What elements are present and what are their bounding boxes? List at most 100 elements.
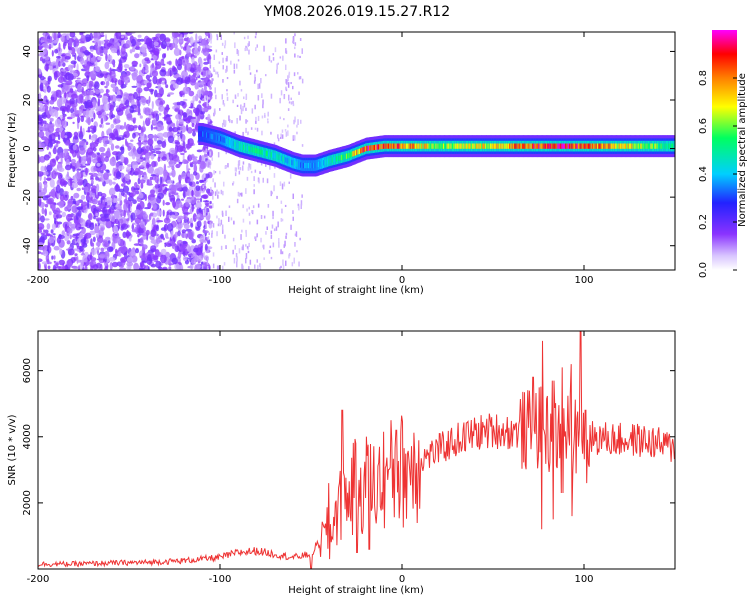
ridge-cell (520, 143, 523, 149)
faint-noise-cell (273, 185, 275, 192)
faint-noise-cell (210, 186, 212, 193)
noise-cell (83, 90, 88, 97)
faint-noise-cell (234, 94, 237, 99)
ridge-cell (433, 143, 437, 149)
noise-cell (115, 248, 118, 253)
faint-noise-cell (253, 184, 255, 187)
faint-noise-cell (222, 265, 224, 270)
faint-noise-cell (280, 90, 283, 96)
noise-cell (55, 90, 62, 93)
noise-cell (129, 66, 135, 71)
noise-cell (69, 234, 72, 240)
ridge-cell (673, 143, 675, 149)
faint-noise-cell (281, 183, 284, 190)
noise-cell (190, 78, 196, 86)
noise-cell (171, 42, 176, 49)
noise-cell (160, 233, 164, 239)
ridge-cell (547, 143, 550, 149)
noise-cell (192, 157, 198, 166)
noise-cell (52, 147, 57, 155)
faint-noise-cell (256, 219, 259, 225)
ridge-cell (385, 143, 388, 149)
ridge-cell (430, 143, 433, 149)
noise-cell (40, 52, 46, 56)
noise-cell (105, 122, 111, 125)
noise-cell (54, 49, 59, 54)
faint-noise-cell (252, 205, 255, 209)
noise-cell (174, 141, 181, 145)
noise-cell (70, 149, 75, 154)
faint-noise-cell (279, 266, 281, 270)
noise-cell (66, 240, 71, 245)
noise-cell (191, 203, 194, 212)
noise-cell (143, 140, 150, 143)
noise-cell (89, 230, 96, 235)
noise-cell (183, 218, 188, 223)
ridge-cell (531, 143, 535, 149)
noise-cell (72, 233, 80, 237)
noise-cell (39, 82, 44, 91)
noise-cell (82, 108, 87, 112)
noise-cell (153, 110, 159, 114)
noise-cell (127, 32, 131, 36)
noise-cell (105, 236, 111, 240)
faint-noise-cell (212, 78, 214, 81)
x-tick-label: 0 (399, 275, 405, 286)
faint-noise-cell (220, 189, 223, 195)
noise-cell (166, 45, 169, 51)
ridge-cell (352, 151, 355, 157)
faint-noise-cell (256, 127, 259, 132)
noise-cell (62, 148, 69, 153)
noise-cell (150, 174, 157, 177)
faint-noise-cell (254, 236, 256, 240)
faint-noise-cell (285, 131, 288, 137)
noise-cell (58, 234, 62, 237)
faint-noise-cell (248, 41, 250, 46)
ridge-cell (267, 151, 270, 157)
noise-cell (163, 169, 168, 177)
noise-cell (125, 99, 130, 107)
noise-cell (195, 93, 199, 102)
ridge-cell (507, 143, 510, 149)
noise-cell (183, 46, 187, 51)
noise-cell (85, 114, 90, 119)
noise-cell (123, 157, 129, 166)
ridge-cell (512, 143, 515, 149)
noise-cell (105, 80, 110, 87)
noise-cell (85, 141, 89, 145)
noise-cell (42, 120, 47, 124)
noise-cell (134, 209, 141, 216)
ridge-cell (296, 161, 299, 167)
ridge-cell (345, 153, 349, 159)
faint-noise-cell (243, 96, 245, 100)
ridge-cell (623, 143, 626, 149)
ridge-cell (394, 143, 397, 149)
faint-noise-cell (214, 110, 216, 115)
faint-noise-cell (227, 163, 229, 168)
noise-cell (162, 237, 165, 241)
noise-cell (45, 106, 49, 116)
noise-cell (138, 124, 142, 131)
faint-noise-cell (241, 246, 244, 251)
noise-cell (95, 247, 101, 251)
noise-cell (153, 41, 159, 47)
noise-cell (193, 164, 198, 173)
noise-cell (144, 69, 149, 73)
noise-cell (57, 32, 61, 39)
noise-cell (109, 132, 114, 138)
noise-cell (182, 86, 190, 95)
noise-cell (91, 179, 94, 185)
noise-cell (125, 169, 130, 172)
ridge-cell (237, 143, 240, 149)
faint-noise-cell (294, 233, 297, 236)
noise-cell (150, 58, 154, 61)
ridge-cell (223, 137, 226, 143)
noise-cell (196, 181, 199, 185)
ridge-cell (625, 143, 628, 149)
faint-noise-cell (276, 195, 278, 199)
faint-noise-cell (231, 120, 233, 124)
faint-noise-cell (258, 178, 260, 184)
noise-cell (70, 32, 74, 37)
faint-noise-cell (297, 72, 299, 75)
faint-noise-cell (281, 218, 284, 222)
